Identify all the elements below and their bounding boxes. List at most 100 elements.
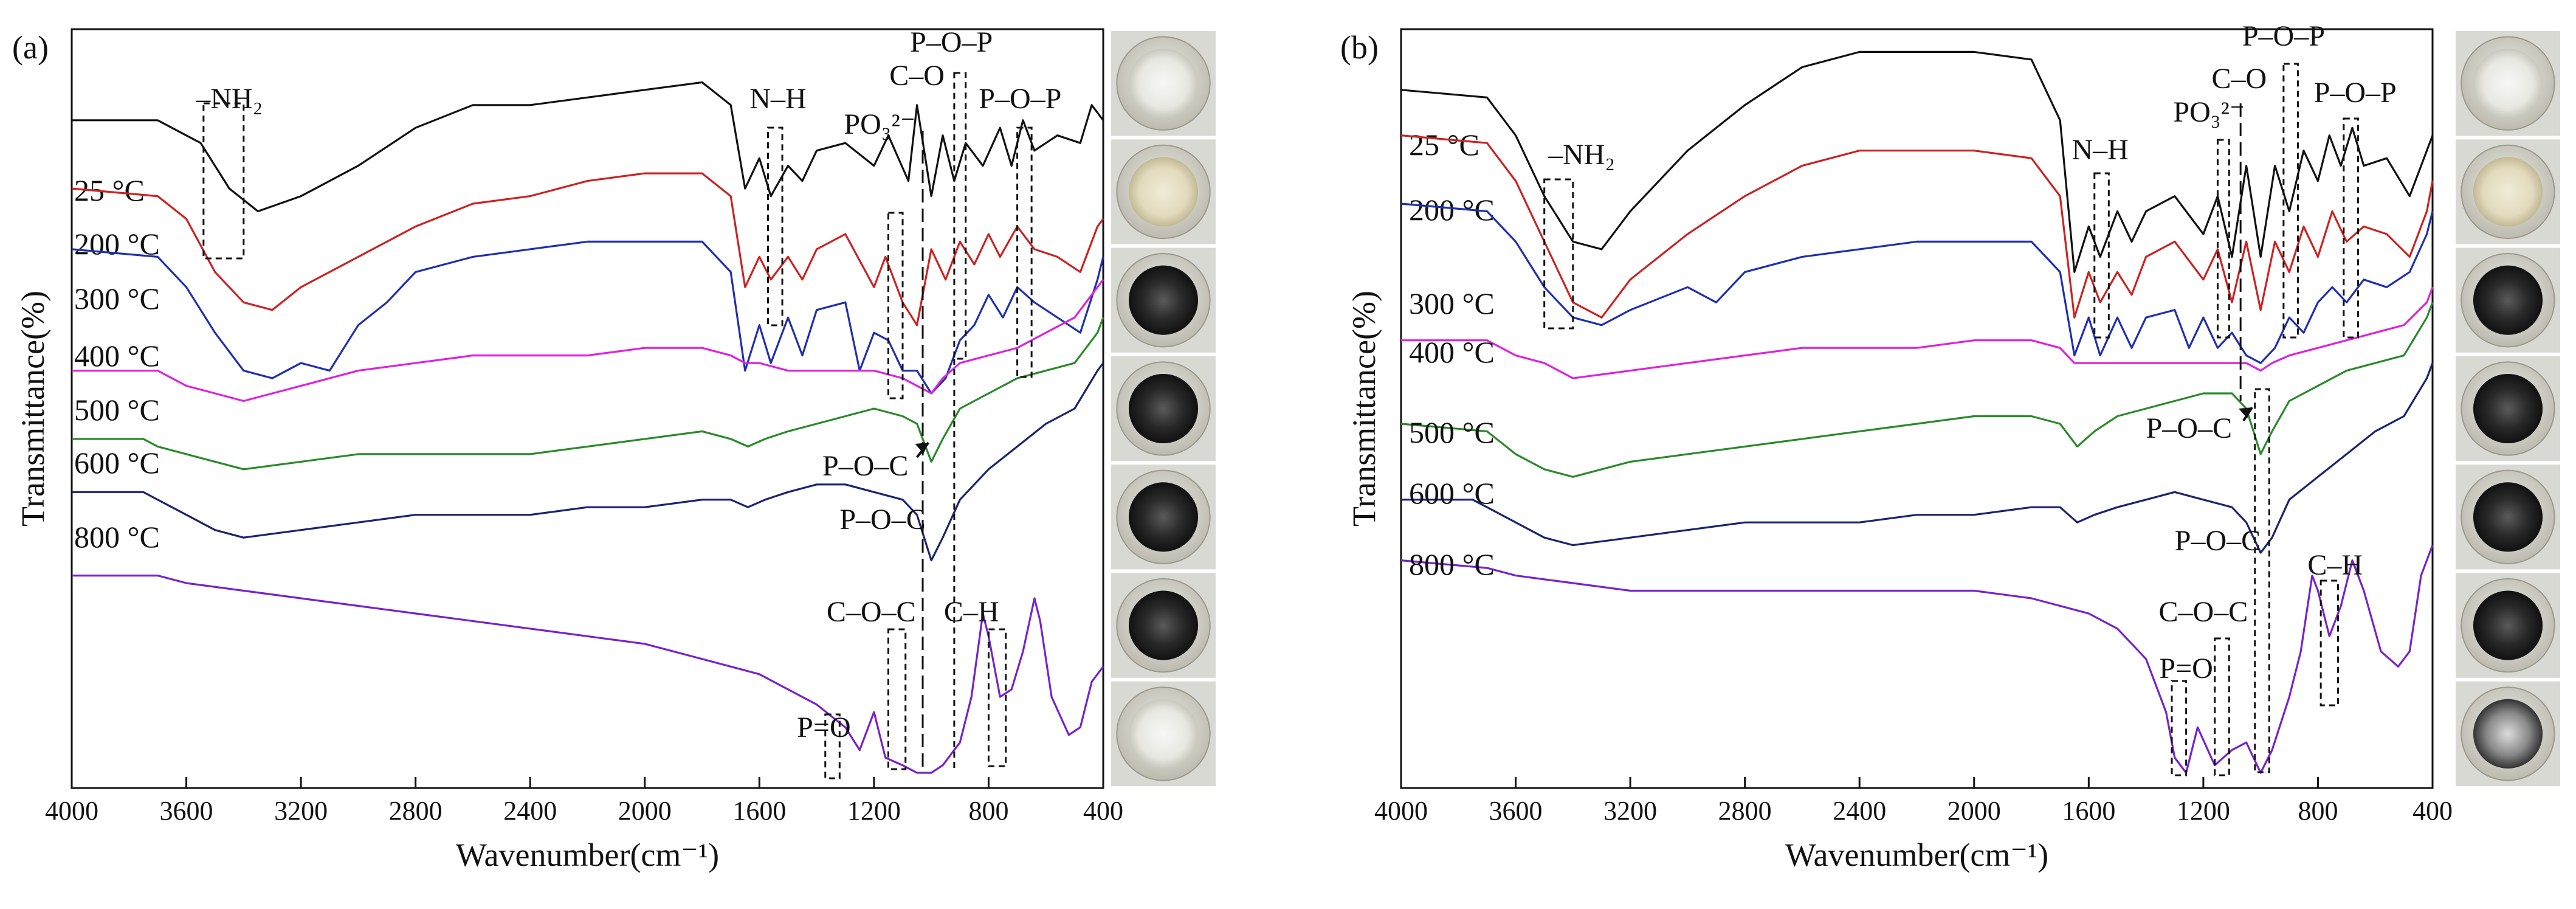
sample-photo-4 <box>2456 356 2560 461</box>
peak-annotation: C–H <box>2307 549 2363 581</box>
series-line-600c <box>72 362 1104 562</box>
plot-frame <box>1400 28 2434 789</box>
peak-annotation: C–H <box>944 596 999 628</box>
peak-marker-box <box>2319 579 2339 707</box>
sample-residue <box>2473 482 2543 552</box>
series-label: 300 °C <box>1409 286 1495 320</box>
series-label: 300 °C <box>74 282 160 316</box>
panel-tag: (a) <box>12 29 49 66</box>
x-tick-label: 800 <box>968 796 1008 826</box>
sample-photo-6 <box>1111 573 1216 678</box>
peak-marker-box <box>2171 680 2188 776</box>
peak-annotation: P=O <box>797 711 850 744</box>
sample-residue <box>1128 265 1199 335</box>
series-line-800c <box>72 575 1104 774</box>
series-label: 400 °C <box>1409 335 1495 369</box>
series-line-500c <box>1400 302 2434 478</box>
sample-photo-6 <box>2456 573 2560 678</box>
panel-b: 4000 3600 3200 2800 2400 2000 1600 1200 800 400 Wa… <box>1340 20 2560 873</box>
sample-photo-3 <box>2456 247 2560 353</box>
sample-residue <box>1128 590 1199 660</box>
x-tick-label: 1200 <box>847 796 901 826</box>
peak-annotation: C–O <box>2211 63 2267 95</box>
sample-residue <box>1128 482 1199 552</box>
x-axis-title: Wavenumber(cm⁻¹) <box>456 837 719 873</box>
series-label: 200 °C <box>1409 193 1495 227</box>
x-tick-label: 400 <box>2412 796 2453 826</box>
sample-photo-1 <box>1111 31 1216 136</box>
series-label: 800 °C <box>74 520 160 554</box>
peak-annotation: P–O–C <box>2146 412 2232 444</box>
peak-annotation: –NH₂ <box>1548 139 1615 171</box>
x-tick-label: 4000 <box>1374 796 1428 826</box>
sample-residue <box>2473 373 2543 444</box>
series-line-25c <box>72 81 1104 213</box>
x-tick-label: 1600 <box>732 796 786 826</box>
x-tick-label: 3600 <box>1489 796 1543 826</box>
series-line-200c <box>1400 134 2434 319</box>
y-axis-title: Transmittance(%) <box>1346 291 1382 527</box>
series-line-600c <box>1401 362 2434 554</box>
series-label: 600 °C <box>74 446 160 480</box>
x-tick-label: 2400 <box>503 796 557 826</box>
peak-annotation: PO₃²⁻ <box>2173 96 2245 128</box>
sample-residue <box>2473 265 2543 335</box>
peak-annotation: P–O–P <box>979 83 1061 115</box>
peak-marker-box <box>987 628 1007 767</box>
arrow-head-icon <box>915 443 929 454</box>
x-tick-label: 2400 <box>1833 796 1886 826</box>
peak-marker-box <box>766 126 783 327</box>
series-label: 25 °C <box>1409 128 1479 162</box>
sample-residue <box>2473 699 2543 769</box>
series-label: 600 °C <box>1409 476 1495 510</box>
arrow-head-icon <box>2239 407 2253 418</box>
peak-annotation: –NH₂ <box>195 83 263 115</box>
x-tick-label: 4000 <box>45 796 98 826</box>
x-tick-label: 2000 <box>1947 796 2001 826</box>
x-tick-label: 2800 <box>389 796 443 826</box>
peak-annotation: P–O–C <box>2175 525 2261 557</box>
sample-residue <box>2473 590 2543 660</box>
peak-annotation: P–O–P <box>910 26 993 58</box>
peak-marker-box <box>824 713 841 779</box>
series-line-300c <box>1400 202 2434 364</box>
series-line-400c <box>72 278 1104 403</box>
peak-annotation: P–O–C <box>822 450 908 482</box>
peak-marker-box <box>202 102 245 260</box>
x-tick-label: 800 <box>2298 796 2338 826</box>
peak-annotation: PO₃²⁻ <box>844 108 915 140</box>
peak-marker-box <box>2254 388 2270 773</box>
peak-marker-box <box>1016 126 1033 378</box>
sample-residue <box>1128 373 1199 444</box>
peak-marker-box <box>2216 139 2230 339</box>
peak-annotation: P=O <box>2159 652 2213 685</box>
sample-photo-2 <box>1111 139 1216 244</box>
series-line-400c <box>1401 286 2434 379</box>
sample-residue <box>2473 157 2543 227</box>
x-tick-label: 1200 <box>2177 796 2230 826</box>
sample-residue <box>1128 157 1199 227</box>
series-label: 500 °C <box>1409 415 1495 449</box>
peak-marker-box <box>953 72 967 360</box>
sample-photo-1 <box>2456 31 2560 136</box>
peak-marker-box <box>2093 172 2110 339</box>
plot-frame <box>71 28 1104 789</box>
peak-marker-box <box>2214 637 2230 776</box>
sample-photo-7 <box>2456 681 2560 786</box>
peak-annotation: P–O–P <box>2242 20 2325 52</box>
series-line-500c <box>72 317 1104 471</box>
peak-annotation: N–H <box>2072 134 2129 166</box>
series-line-200c <box>71 172 1104 327</box>
sample-photo-4 <box>1111 356 1216 461</box>
series-label: 800 °C <box>1409 547 1495 581</box>
peak-annotation: P–O–C <box>839 503 925 536</box>
panel-a: 4000 3600 3200 2800 2400 2000 1600 1200 800 400 Wa… <box>12 26 1216 873</box>
peak-marker-box <box>887 628 907 770</box>
peak-marker-box <box>887 212 904 399</box>
sample-residue <box>1128 699 1199 769</box>
peak-marker-box <box>2343 117 2359 339</box>
peak-marker-box <box>1543 178 1574 330</box>
series-line-800c <box>1400 545 2434 774</box>
x-tick-label: 3600 <box>160 796 213 826</box>
sample-photo-5 <box>2456 465 2560 570</box>
